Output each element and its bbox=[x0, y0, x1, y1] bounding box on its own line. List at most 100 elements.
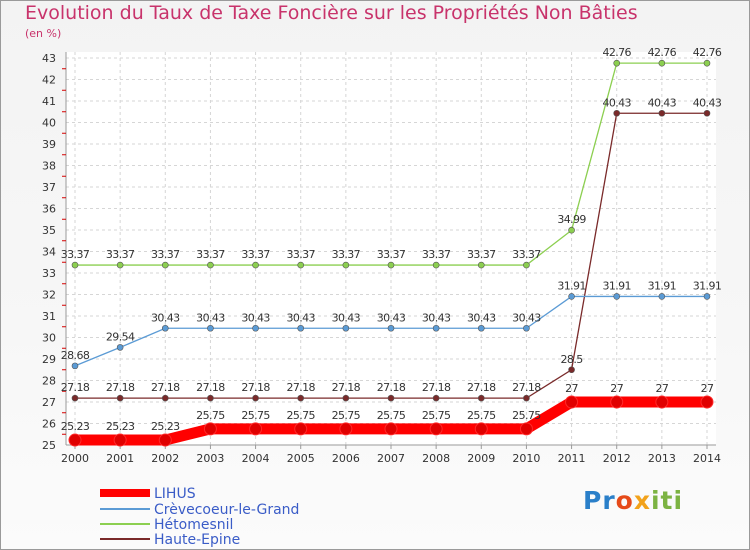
data-point bbox=[477, 261, 485, 269]
data-point bbox=[339, 422, 353, 436]
y-tick-label: 30 bbox=[42, 332, 56, 345]
data-point bbox=[523, 394, 530, 402]
data-label: 42.76 bbox=[648, 46, 677, 59]
data-label: 30.43 bbox=[196, 311, 225, 324]
data-point bbox=[519, 422, 533, 436]
legend-label: Haute-Epine bbox=[154, 532, 240, 548]
data-point bbox=[700, 395, 714, 409]
data-label: 25.75 bbox=[332, 409, 361, 422]
data-point bbox=[203, 422, 217, 436]
data-point bbox=[703, 109, 711, 117]
data-label: 28.5 bbox=[561, 353, 584, 366]
x-tick-label: 2007 bbox=[377, 452, 405, 465]
data-point bbox=[477, 324, 485, 332]
data-label: 27.18 bbox=[106, 381, 135, 394]
data-label: 25.75 bbox=[512, 409, 541, 422]
x-tick-label: 2003 bbox=[196, 452, 224, 465]
y-tick-label: 38 bbox=[42, 160, 56, 173]
x-tick-label: 2013 bbox=[648, 452, 676, 465]
data-label: 30.43 bbox=[241, 311, 270, 324]
y-tick-label: 25 bbox=[42, 439, 56, 452]
data-point bbox=[387, 324, 395, 332]
data-point bbox=[158, 433, 172, 447]
data-label: 27.18 bbox=[422, 381, 451, 394]
data-point bbox=[703, 293, 711, 300]
data-label: 25.75 bbox=[286, 409, 315, 422]
data-label: 25.75 bbox=[241, 409, 270, 422]
data-point bbox=[568, 226, 575, 234]
data-point bbox=[116, 394, 124, 402]
data-point bbox=[297, 261, 305, 269]
data-point bbox=[568, 366, 575, 374]
y-tick-label: 37 bbox=[42, 181, 56, 194]
data-label: 30.43 bbox=[422, 311, 451, 324]
data-label: 25.23 bbox=[151, 420, 180, 433]
y-tick-label: 26 bbox=[42, 418, 56, 431]
legend-label: LIHUS bbox=[154, 486, 196, 502]
data-label: 34.99 bbox=[557, 213, 586, 226]
data-label: 27.18 bbox=[196, 381, 225, 394]
data-point bbox=[342, 261, 350, 269]
data-point bbox=[342, 324, 350, 332]
y-axis-unit: (en %) bbox=[25, 27, 62, 40]
chart-title: Evolution du Taux de Taxe Foncière sur l… bbox=[25, 2, 638, 24]
data-label: 27.18 bbox=[512, 381, 541, 394]
data-label: 31.91 bbox=[693, 279, 722, 292]
data-label: 25.23 bbox=[106, 420, 135, 433]
data-point bbox=[161, 324, 169, 332]
data-label: 31.91 bbox=[602, 279, 631, 292]
data-point bbox=[477, 394, 485, 402]
data-label: 30.43 bbox=[151, 311, 180, 324]
data-point bbox=[71, 362, 79, 370]
data-point bbox=[207, 394, 214, 402]
data-point bbox=[249, 422, 263, 436]
x-tick-label: 2000 bbox=[61, 452, 89, 465]
plot-area bbox=[66, 52, 716, 445]
data-label: 27.18 bbox=[467, 381, 496, 394]
data-label: 25.75 bbox=[196, 409, 225, 422]
data-point bbox=[432, 394, 440, 402]
data-label: 25.75 bbox=[377, 409, 406, 422]
data-point bbox=[658, 293, 666, 300]
data-point bbox=[297, 394, 305, 402]
data-label: 33.37 bbox=[151, 248, 180, 261]
data-point bbox=[610, 395, 624, 409]
data-label: 40.43 bbox=[648, 96, 677, 109]
data-label: 27.18 bbox=[286, 381, 315, 394]
data-point bbox=[568, 293, 575, 300]
y-tick-label: 28 bbox=[42, 375, 56, 388]
data-label: 30.43 bbox=[467, 311, 496, 324]
data-label: 42.76 bbox=[693, 46, 722, 59]
data-label: 27.18 bbox=[332, 381, 361, 394]
data-label: 27 bbox=[655, 382, 668, 395]
data-point bbox=[474, 422, 488, 436]
data-point bbox=[613, 109, 621, 117]
y-tick-label: 31 bbox=[42, 310, 56, 323]
y-tick-label: 32 bbox=[42, 289, 56, 302]
data-point bbox=[252, 324, 259, 332]
data-label: 33.37 bbox=[286, 248, 315, 261]
data-point bbox=[523, 261, 530, 269]
x-tick-label: 2001 bbox=[106, 452, 134, 465]
y-tick-label: 34 bbox=[42, 246, 56, 259]
y-tick-label: 35 bbox=[42, 224, 56, 237]
data-point bbox=[68, 433, 82, 447]
x-tick-label: 2002 bbox=[151, 452, 179, 465]
data-point bbox=[429, 422, 443, 436]
data-point bbox=[71, 261, 79, 269]
y-tick-label: 36 bbox=[42, 203, 56, 216]
x-tick-label: 2005 bbox=[287, 452, 315, 465]
data-point bbox=[703, 59, 711, 67]
data-label: 33.37 bbox=[196, 248, 225, 261]
y-tick-label: 40 bbox=[42, 117, 56, 130]
x-tick-label: 2011 bbox=[558, 452, 586, 465]
x-tick-label: 2008 bbox=[422, 452, 450, 465]
data-point bbox=[207, 324, 214, 332]
data-point bbox=[116, 344, 124, 351]
data-label: 31.91 bbox=[648, 279, 677, 292]
x-tick-label: 2014 bbox=[693, 452, 721, 465]
data-label: 30.43 bbox=[377, 311, 406, 324]
data-label: 27 bbox=[565, 382, 578, 395]
data-point bbox=[565, 395, 579, 409]
